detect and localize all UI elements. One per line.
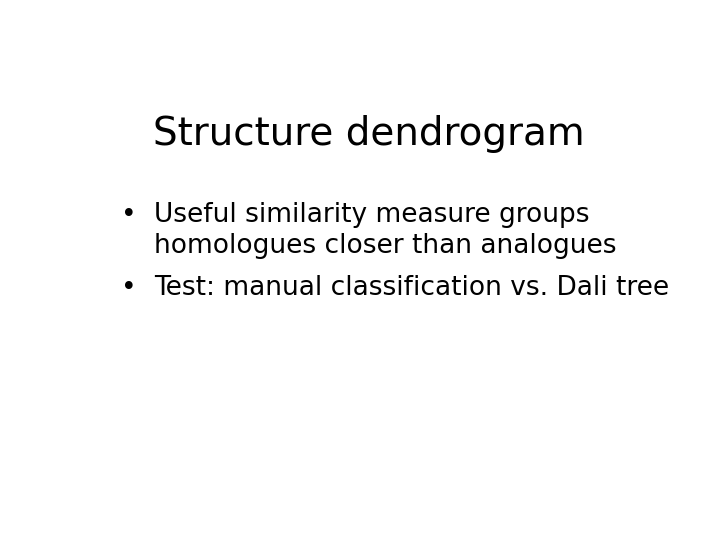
Text: Test: manual classification vs. Dali tree: Test: manual classification vs. Dali tre… xyxy=(154,275,670,301)
Text: Useful similarity measure groups
homologues closer than analogues: Useful similarity measure groups homolog… xyxy=(154,202,616,259)
Text: •: • xyxy=(121,275,137,301)
Text: •: • xyxy=(121,202,137,228)
Text: Structure dendrogram: Structure dendrogram xyxy=(153,114,585,153)
